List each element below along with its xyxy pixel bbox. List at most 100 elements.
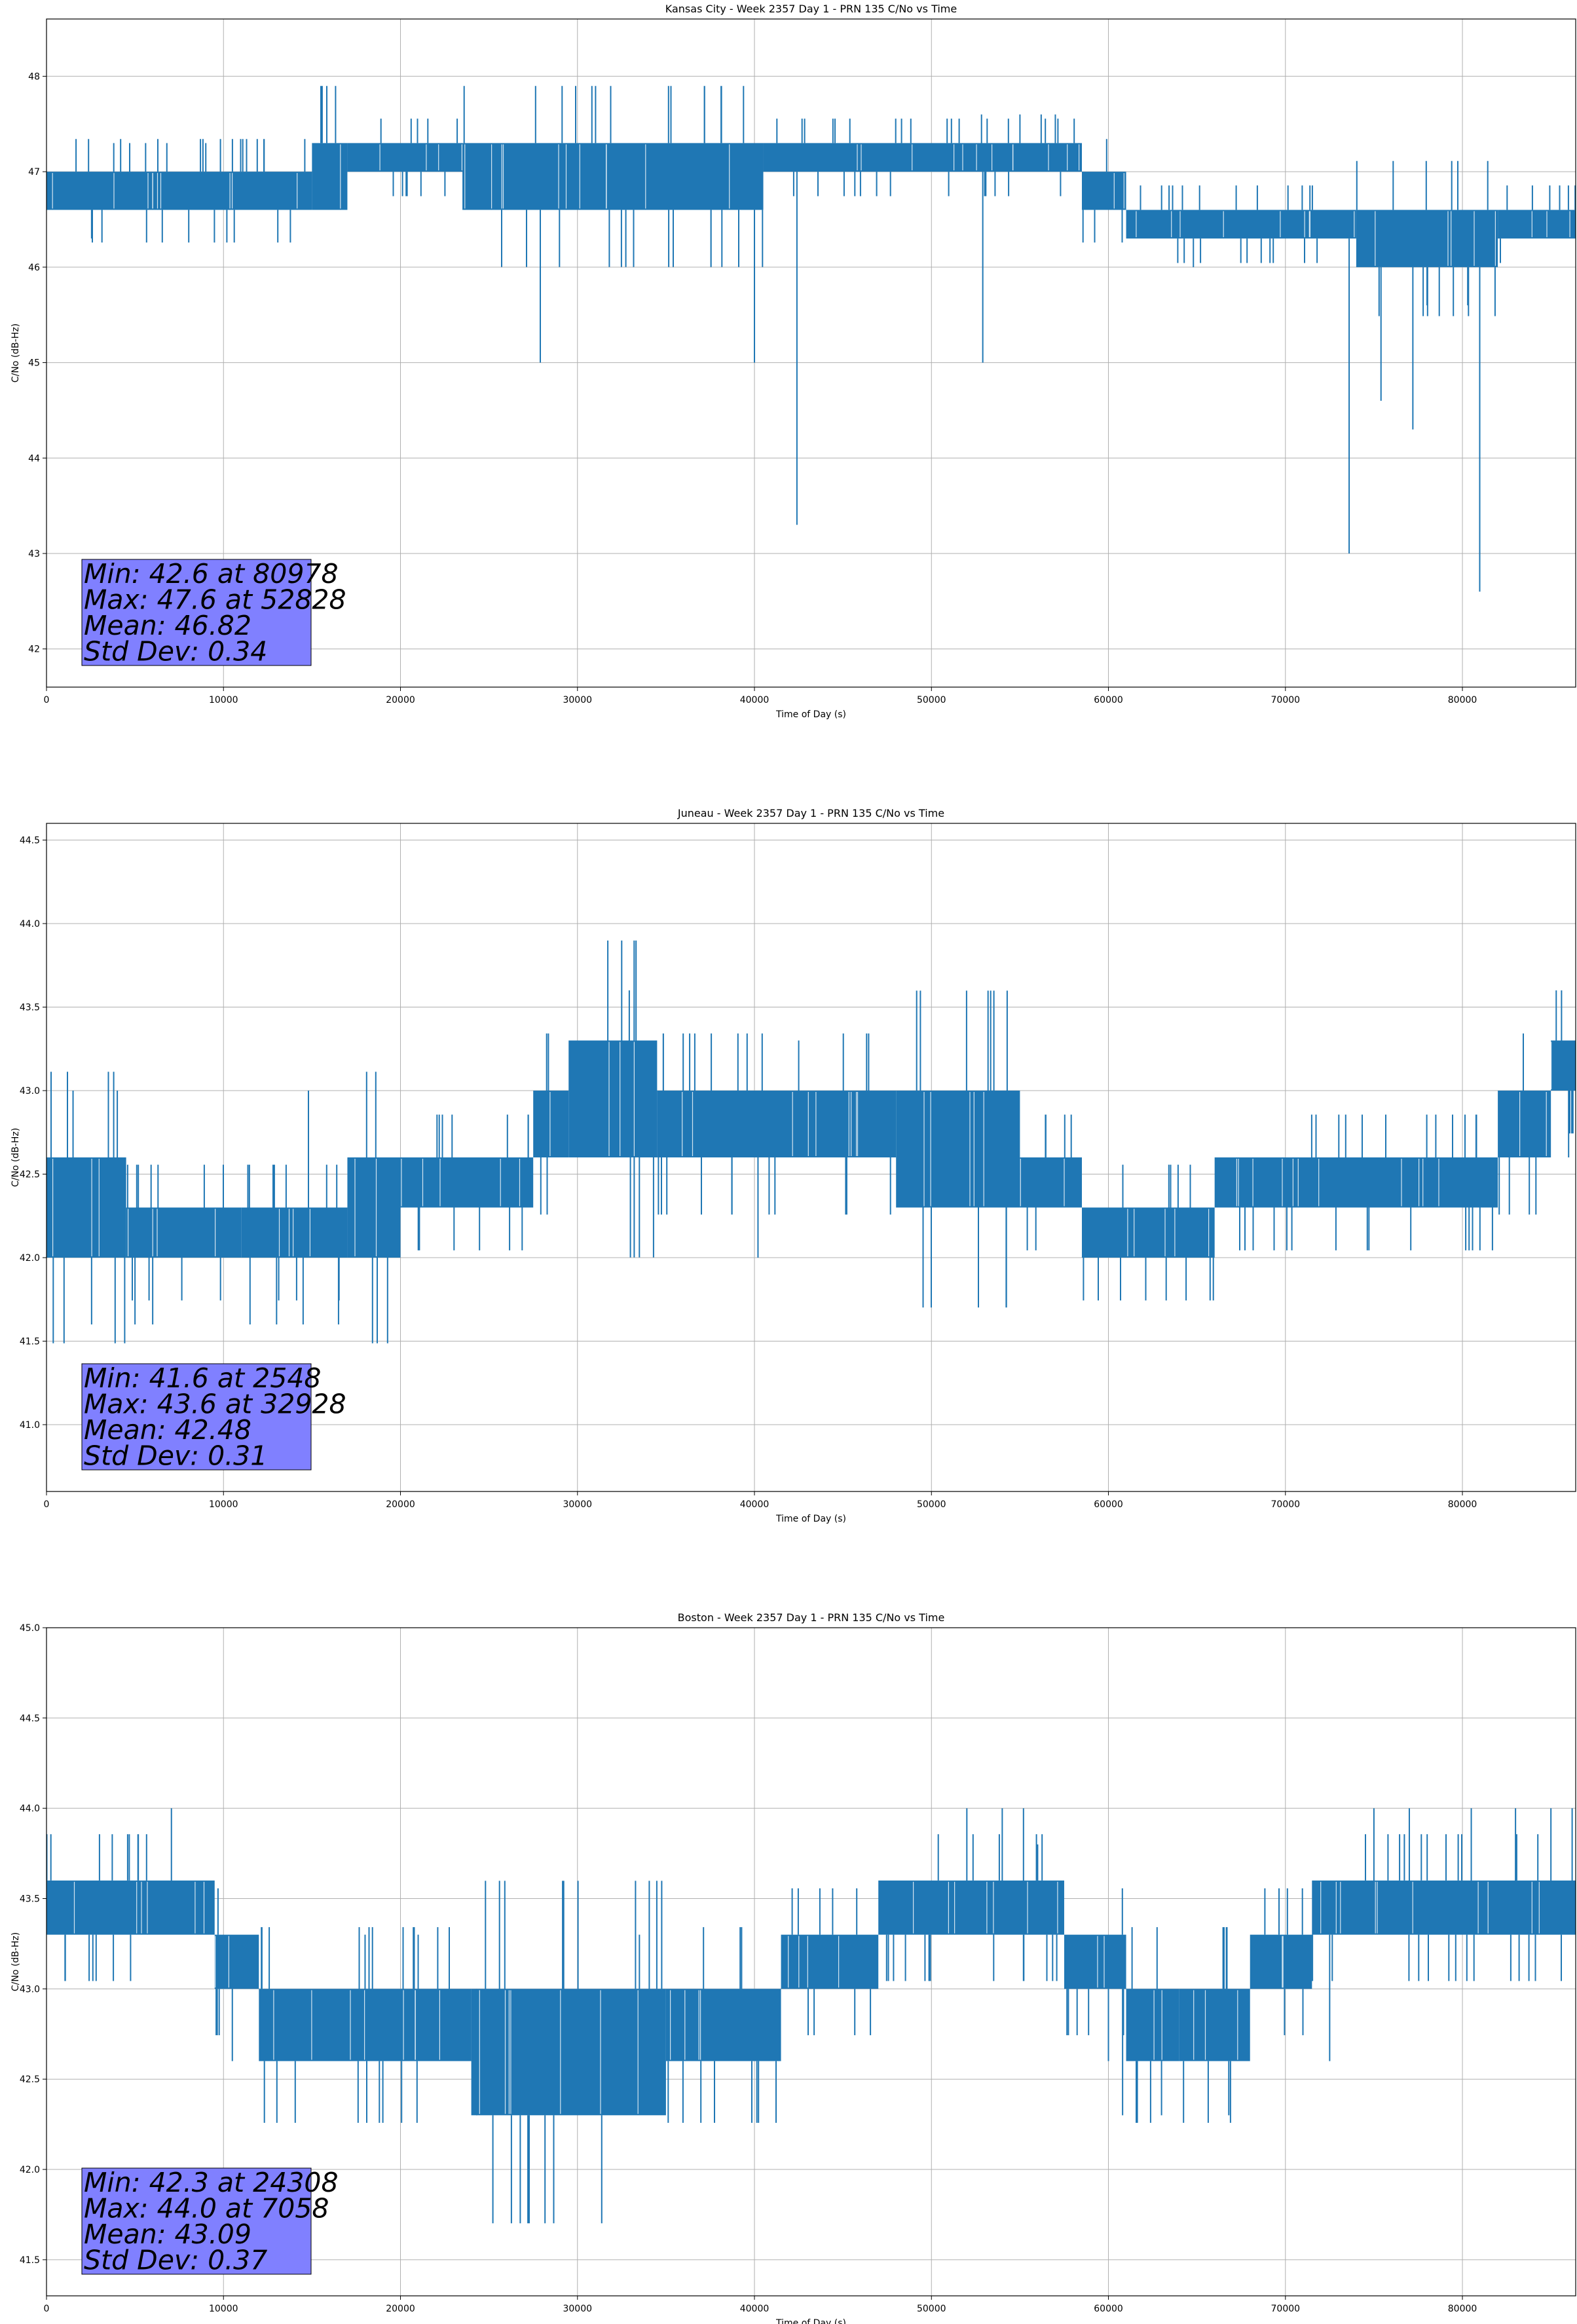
- y-tick-label: 45.0: [20, 1623, 40, 1634]
- y-tick-label: 43: [28, 549, 40, 559]
- signal-toggle-lines: [658, 1033, 891, 1215]
- signal-band: [1064, 1934, 1126, 1989]
- signal-band: [1126, 210, 1356, 239]
- signal-gap-lines: [479, 1990, 639, 2114]
- signal-gap-lines: [608, 1041, 635, 1156]
- signal-band: [46, 172, 312, 210]
- signal-toggle-lines: [1239, 1114, 1493, 1250]
- signal-gap-lines: [1531, 211, 1570, 238]
- signal-toggle-lines: [1026, 1114, 1072, 1250]
- x-tick-label: 20000: [386, 2304, 415, 2314]
- chart-title: Juneau - Week 2357 Day 1 - PRN 135 C/No …: [677, 807, 944, 819]
- chart-title: Kansas City - Week 2357 Day 1 - PRN 135 …: [665, 3, 957, 15]
- signal-band: [126, 1207, 242, 1258]
- x-tick-label: 30000: [563, 1499, 592, 1510]
- stats-box: [81, 559, 312, 666]
- signal-band: [1081, 1207, 1215, 1258]
- signal-band: [259, 1989, 472, 2061]
- signal-gap-lines: [379, 144, 462, 171]
- signal-band: [46, 1157, 126, 1258]
- y-tick-label: 46: [28, 263, 40, 273]
- signal-toggle-lines: [126, 1165, 224, 1301]
- signal-band: [781, 1934, 879, 1989]
- chart-title: Boston - Week 2357 Day 1 - PRN 135 C/No …: [678, 1611, 945, 1624]
- stats-line: Min: 42.3 at 24308: [84, 2167, 339, 2198]
- signal-band: [1312, 1880, 1576, 1935]
- stats-line: Max: 47.6 at 52828: [84, 584, 346, 616]
- signal-band: [462, 143, 764, 210]
- signal-band: [1498, 210, 1576, 239]
- data-series: [46, 1808, 1576, 2224]
- signal-toggle-lines: [215, 1888, 220, 2036]
- signal-toggle-lines: [1183, 1927, 1231, 2123]
- signal-band: [1551, 1040, 1576, 1091]
- signal-band: [665, 1989, 781, 2061]
- signal-band: [214, 1934, 259, 1989]
- x-tick-label: 80000: [1448, 1499, 1477, 1510]
- signal-band: [763, 143, 1082, 172]
- x-tick-label: 10000: [209, 1499, 238, 1510]
- signal-band: [1020, 1157, 1082, 1208]
- signal-band: [1214, 1157, 1498, 1208]
- axes-frame: [46, 18, 1576, 688]
- y-tick-label: 41.0: [20, 1420, 40, 1431]
- y-tick-label: 43.5: [20, 1894, 40, 1905]
- data-series: [46, 940, 1576, 1343]
- signal-gap-lines: [1375, 211, 1496, 266]
- stats-line: Min: 42.6 at 80978: [84, 558, 339, 590]
- signal-band: [878, 1880, 1064, 1935]
- signal-gap-lines: [464, 144, 730, 209]
- signal-gap-lines: [1153, 1990, 1162, 2060]
- x-tick-label: 10000: [209, 2304, 238, 2314]
- signal-toggle-lines: [417, 1114, 529, 1250]
- x-axis-label: Time of Day (s): [775, 709, 846, 720]
- signal-band: [533, 1091, 569, 1157]
- x-axis-label: Time of Day (s): [775, 1514, 846, 1524]
- x-axis-label: Time of Day (s): [775, 2318, 846, 2324]
- stats-line: Min: 41.6 at 2548: [84, 1362, 322, 1394]
- stats-line: Max: 43.6 at 32928: [84, 1389, 346, 1420]
- signal-band: [1179, 1989, 1250, 2061]
- y-tick-label: 42.5: [20, 1170, 40, 1180]
- signal-gap-lines: [278, 1209, 310, 1256]
- y-tick-label: 43.0: [20, 1086, 40, 1096]
- y-tick-label: 42.0: [20, 2165, 40, 2175]
- signal-band: [46, 1880, 215, 1935]
- x-tick-label: 70000: [1271, 695, 1301, 705]
- y-tick-label: 47: [28, 167, 40, 178]
- signal-band: [312, 143, 348, 210]
- x-tick-label: 40000: [740, 2304, 770, 2314]
- signal-band: [347, 143, 463, 172]
- signal-toggle-lines: [791, 1888, 872, 2036]
- signal-gap-lines: [1020, 1159, 1065, 1207]
- signal-gap-lines: [52, 173, 298, 209]
- signal-gap-lines: [857, 144, 1080, 171]
- signal-gap-lines: [670, 1990, 701, 2060]
- x-tick-label: 30000: [563, 695, 592, 705]
- signal-band: [568, 1040, 658, 1157]
- y-axis-label: C/No (dB-Hz): [10, 1128, 21, 1187]
- signal-toggle-lines: [1131, 1927, 1158, 2123]
- signal-toggle-lines: [75, 139, 306, 243]
- signal-band: [1126, 1989, 1179, 2061]
- signal-toggle-lines: [50, 1072, 126, 1343]
- signal-gap-lines: [128, 1209, 216, 1256]
- signal-toggle-lines: [1083, 1165, 1214, 1301]
- signal-toggle-lines: [1082, 139, 1123, 243]
- signal-toggle-lines: [776, 119, 1075, 197]
- signal-gap-lines: [1113, 173, 1124, 209]
- axes-frame: [46, 823, 1576, 1492]
- stats-box: [81, 2167, 312, 2275]
- stats-line: Std Dev: 0.31: [84, 1440, 267, 1472]
- signal-band: [241, 1207, 348, 1258]
- y-tick-label: 42.5: [20, 2074, 40, 2085]
- y-tick-label: 44.0: [20, 919, 40, 929]
- signal-gap-lines: [1236, 1159, 1439, 1207]
- signal-gap-lines: [354, 1159, 377, 1256]
- signal-gap-lines: [1282, 1936, 1284, 1988]
- signal-toggle-lines: [261, 1927, 450, 2123]
- x-tick-label: 30000: [563, 2304, 592, 2314]
- signal-gap-lines: [401, 1159, 521, 1207]
- signal-band: [1498, 1091, 1551, 1157]
- signal-toggle-lines: [485, 1881, 663, 2224]
